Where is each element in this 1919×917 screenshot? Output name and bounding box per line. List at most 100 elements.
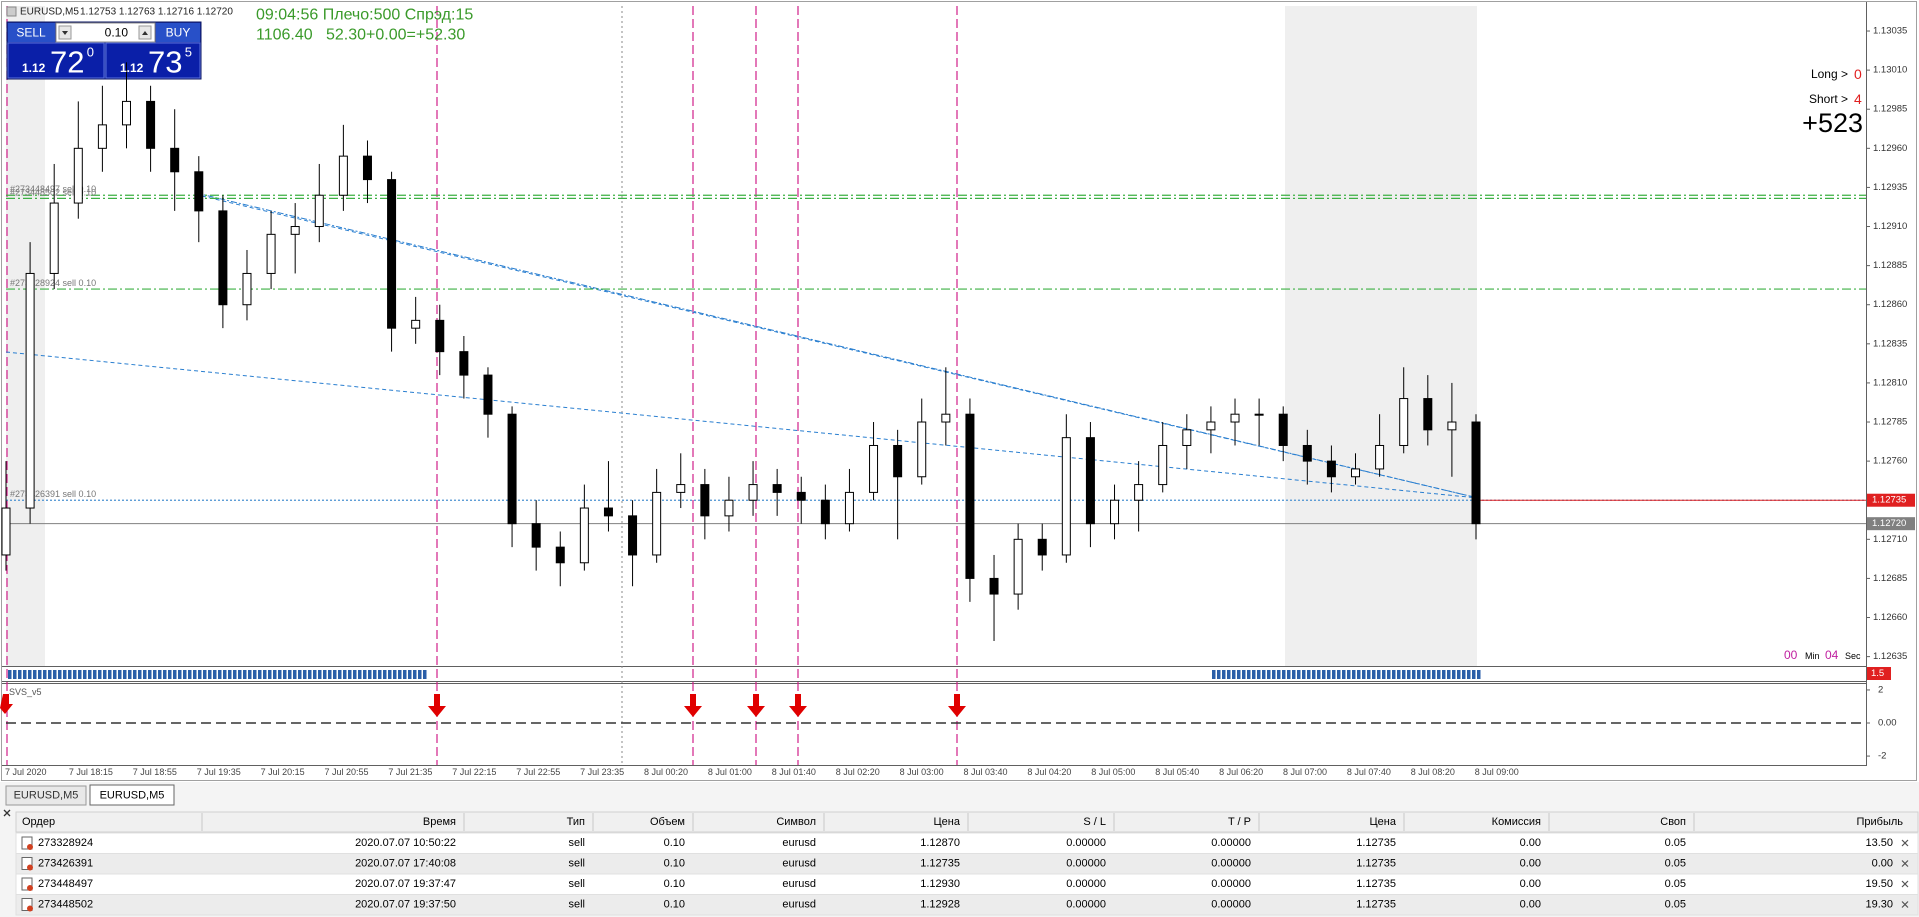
cell: 0.00000 <box>1211 899 1251 911</box>
indicator-bar <box>1472 670 1476 679</box>
candle-body <box>917 421 927 478</box>
long-count: 0 <box>1854 66 1862 82</box>
column-header[interactable]: Цена <box>934 816 961 828</box>
y-tick-label: 1.12760 <box>1873 456 1907 467</box>
order-icon <box>21 898 33 911</box>
indicator-bar <box>1332 670 1336 679</box>
column-header[interactable]: Комиссия <box>1492 816 1541 828</box>
column-header[interactable]: T / P <box>1228 816 1251 828</box>
indicator-bar <box>8 670 12 679</box>
x-tick-label: 7 Jul 19:35 <box>197 767 241 777</box>
cell: 2020.07.07 19:37:47 <box>355 878 456 890</box>
buy-label[interactable]: BUY <box>166 26 191 40</box>
tab-label[interactable]: EURUSD,M5 <box>14 790 79 802</box>
bid-box[interactable] <box>7 42 105 79</box>
price-main: 72 <box>50 45 84 80</box>
cell: sell <box>568 878 585 890</box>
x-tick-label: 8 Jul 08:20 <box>1411 767 1455 777</box>
indicator-bar <box>343 670 347 679</box>
close-terminal[interactable] <box>3 809 11 817</box>
candle-body <box>1230 413 1240 423</box>
cell: 1.12735 <box>1356 837 1396 849</box>
indicator-bar <box>278 670 282 679</box>
table-row[interactable] <box>15 832 1919 854</box>
cell: 2020.07.07 10:50:22 <box>355 837 456 849</box>
y-tick-label: 1.13010 <box>1873 65 1907 76</box>
indicator-bar <box>178 670 182 679</box>
candle-body <box>218 210 228 306</box>
ask-box[interactable] <box>105 42 201 79</box>
long-label: Long > <box>1811 67 1848 81</box>
candle-body <box>989 577 999 595</box>
cell: eurusd <box>782 837 816 849</box>
candle-body <box>170 147 180 173</box>
x-tick-label: 8 Jul 00:20 <box>644 767 688 777</box>
column-header[interactable]: S / L <box>1083 816 1106 828</box>
candle-body <box>603 507 613 517</box>
indicator-bar <box>1372 670 1376 679</box>
table-row[interactable] <box>15 873 1919 895</box>
order-icon <box>21 836 33 850</box>
indicator-bar <box>233 670 237 679</box>
indicator-bar <box>33 670 37 679</box>
column-header[interactable]: Своп <box>1660 816 1686 828</box>
down-arrow <box>684 694 702 717</box>
indicator-bar <box>1317 670 1321 679</box>
indicator-bar <box>1217 670 1221 679</box>
cell: 0.00000 <box>1066 878 1106 890</box>
cell: 0.00000 <box>1066 837 1106 849</box>
tab[interactable] <box>5 785 87 806</box>
column-header[interactable]: Время <box>423 816 456 828</box>
cell: 0.10 <box>664 899 685 911</box>
column-header[interactable]: Объем <box>650 816 685 828</box>
indicator-bar <box>58 670 62 679</box>
close-order[interactable] <box>1901 880 1909 888</box>
candle-body <box>748 484 758 501</box>
buy-button[interactable] <box>156 23 200 42</box>
sell-button[interactable] <box>8 23 55 42</box>
tab-active[interactable] <box>89 784 175 806</box>
trend-line <box>201 195 1479 499</box>
price-big: 1.12 <box>120 61 144 75</box>
lot-spinner[interactable] <box>55 22 156 43</box>
candle-body <box>459 351 469 376</box>
lot-value[interactable]: 0.10 <box>105 26 129 40</box>
tab-label[interactable]: EURUSD,M5 <box>100 790 165 802</box>
indicator-bar <box>378 670 382 679</box>
indicator-bar <box>1427 670 1431 679</box>
candle-body <box>1278 413 1288 446</box>
indicator-bar <box>1347 670 1351 679</box>
down-arrow <box>789 694 807 717</box>
candle-body <box>25 272 35 509</box>
column-header[interactable]: Символ <box>776 816 816 828</box>
column-header[interactable]: Прибыль <box>1856 816 1903 828</box>
indicator-bar <box>408 670 412 679</box>
down-arrow <box>747 694 765 717</box>
y-tick-label: -2 <box>1878 751 1886 762</box>
indicator-bar <box>163 670 167 679</box>
x-tick-label: 7 Jul 18:15 <box>69 767 113 777</box>
indicator-bar <box>238 670 242 679</box>
indicator-bar <box>218 670 222 679</box>
candle-body <box>869 444 879 493</box>
close-order[interactable] <box>1901 839 1909 847</box>
indicator-bar <box>253 670 257 679</box>
column-header[interactable]: Ордер <box>22 816 55 828</box>
indicator-bar <box>1357 670 1361 679</box>
column-header[interactable]: Тип <box>567 816 585 828</box>
indicator-bar <box>1442 670 1446 679</box>
order-icon-dot <box>27 905 33 912</box>
indicator-bar <box>1437 670 1441 679</box>
candle-body <box>700 484 710 517</box>
candle-body <box>1013 538 1023 595</box>
column-header[interactable]: Цена <box>1370 816 1397 828</box>
x-tick-label: 8 Jul 06:20 <box>1219 767 1263 777</box>
table-row[interactable] <box>15 853 1919 875</box>
cell: 0.00 <box>1520 878 1541 890</box>
close-order[interactable] <box>1901 901 1909 908</box>
indicator-bar <box>1467 670 1471 679</box>
sell-label[interactable]: SELL <box>16 26 46 40</box>
close-order[interactable] <box>1901 860 1909 867</box>
table-row[interactable] <box>15 894 1919 916</box>
x-tick-label: 7 Jul 18:55 <box>133 767 177 777</box>
